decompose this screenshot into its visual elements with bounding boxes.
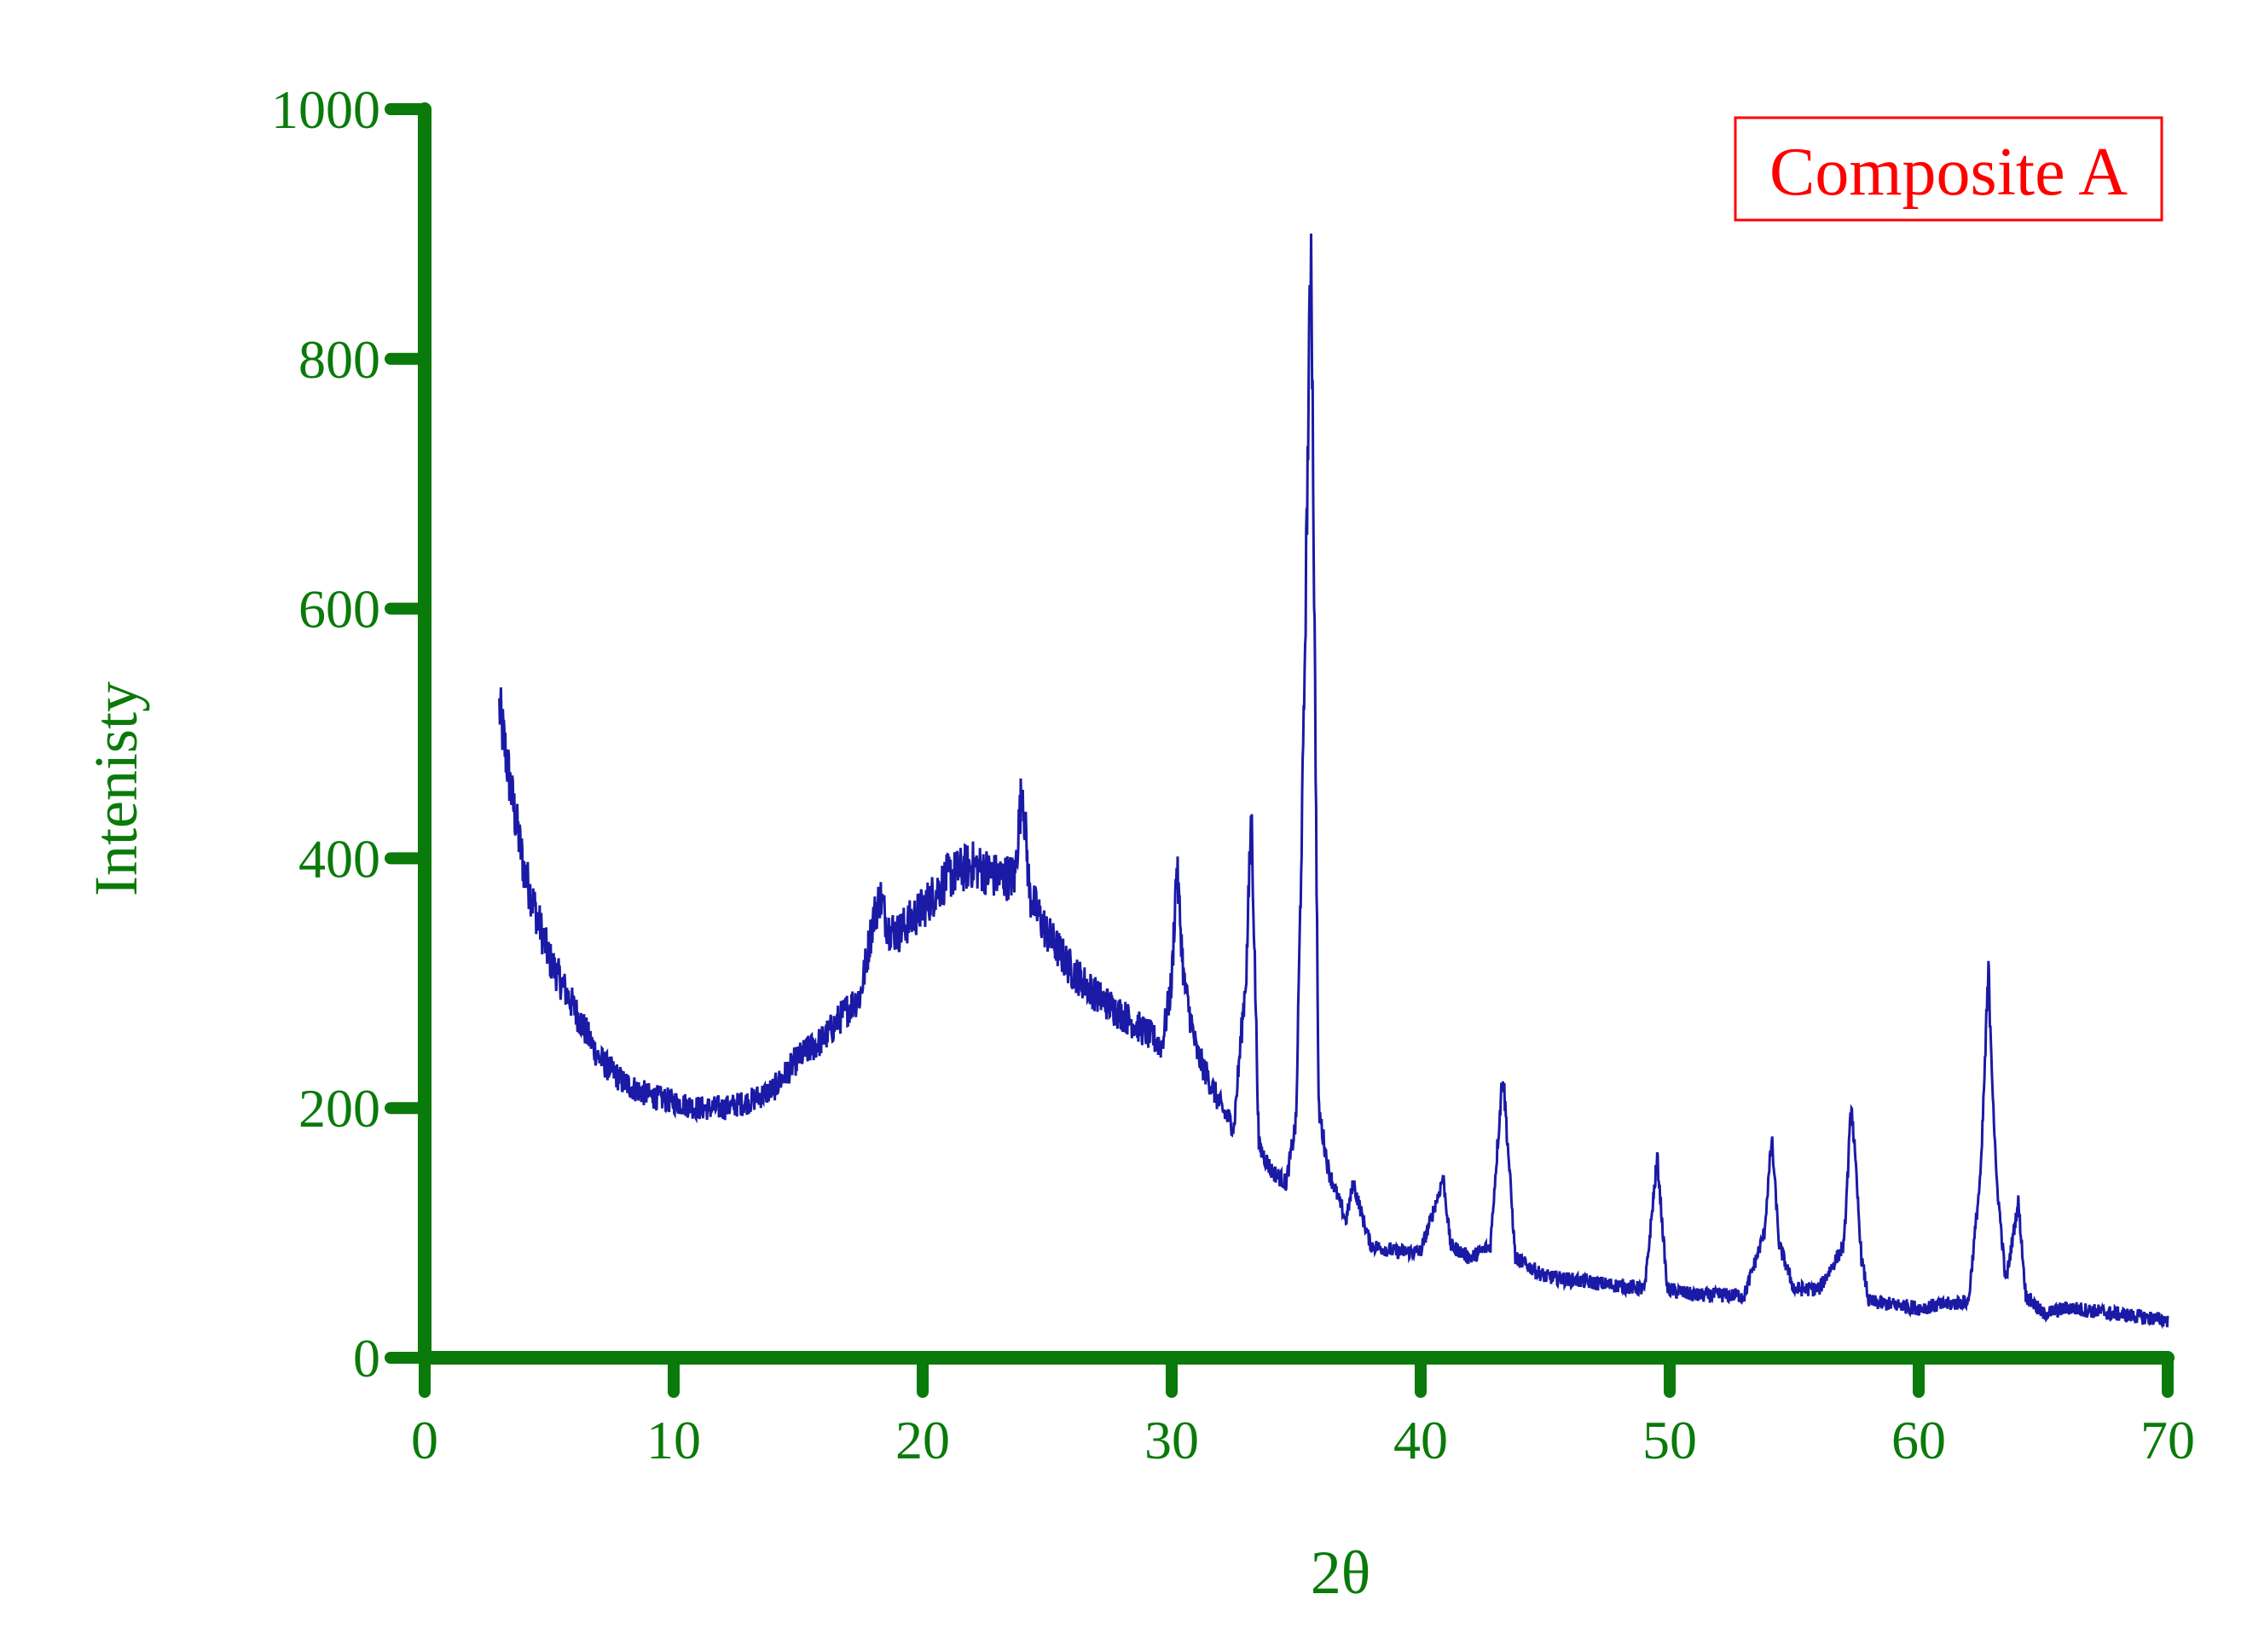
x-tick-label-10: 10 — [646, 1410, 701, 1470]
y-tick-label-600: 600 — [298, 579, 380, 640]
series-line-composite-a — [498, 233, 2169, 1330]
ticks — [385, 103, 2174, 1398]
x-tick-label-20: 20 — [895, 1410, 950, 1470]
legend-box — [1734, 116, 2163, 222]
x-tick-label-40: 40 — [1393, 1410, 1448, 1470]
x-axis-title: 2θ — [1311, 1539, 1371, 1607]
legend-label: Composite A — [1769, 135, 2128, 210]
x-tick-label-50: 50 — [1642, 1410, 1697, 1470]
y-tick-label-0: 0 — [353, 1328, 380, 1388]
x-tick-label-60: 60 — [1891, 1410, 1946, 1470]
y-tick-label-800: 800 — [298, 329, 380, 390]
y-tick-label-1000: 1000 — [271, 79, 380, 140]
y-axis-title: Intenisty — [82, 681, 150, 896]
x-tick-label-0: 0 — [411, 1410, 438, 1470]
tick-labels: 0 10 20 30 40 50 60 70 0 200 400 600 800 1000 — [271, 79, 2195, 1470]
x-tick-label-30: 30 — [1144, 1410, 1199, 1470]
axes — [418, 102, 2175, 1365]
x-tick-label-70: 70 — [2140, 1410, 2195, 1470]
y-tick-label-400: 400 — [298, 828, 380, 889]
y-tick-label-200: 200 — [298, 1078, 380, 1139]
legend: Composite A — [1734, 116, 2163, 222]
